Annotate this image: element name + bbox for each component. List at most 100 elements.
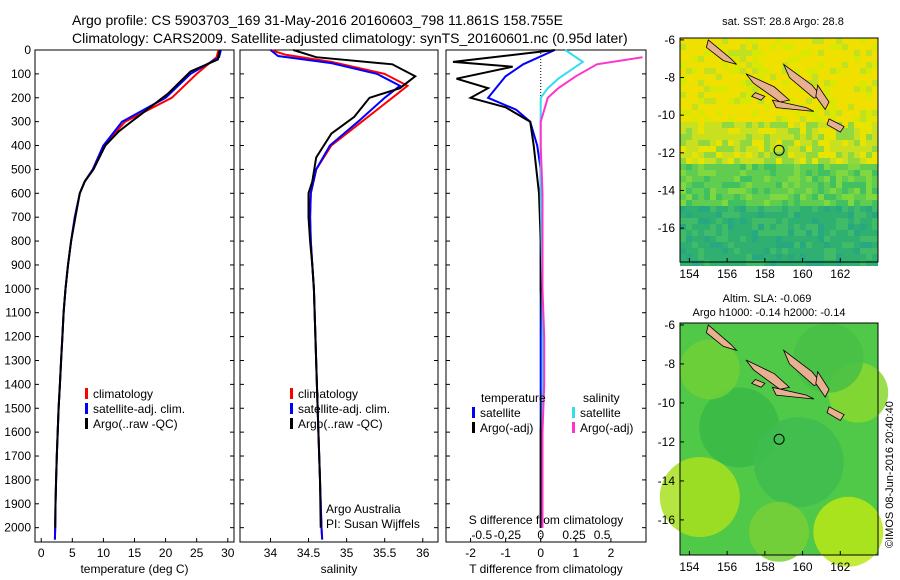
sst-cell bbox=[764, 98, 770, 104]
island-shape bbox=[771, 386, 815, 400]
sst-cell bbox=[818, 236, 824, 242]
sst-cell bbox=[830, 62, 836, 68]
sst-cell bbox=[866, 74, 872, 80]
argo-position-marker bbox=[773, 433, 785, 445]
sst-cell bbox=[698, 206, 704, 212]
sst-cell bbox=[692, 56, 698, 62]
sst-cell bbox=[842, 134, 848, 140]
sst-cell bbox=[776, 212, 782, 218]
sst-cell bbox=[728, 116, 734, 122]
sst-cell bbox=[770, 80, 776, 86]
sst-cell bbox=[860, 38, 866, 44]
sst-cell bbox=[782, 50, 788, 56]
sst-cell bbox=[872, 200, 878, 206]
lat-tick-label: -6 bbox=[664, 33, 675, 47]
sst-cell bbox=[842, 56, 848, 62]
sst-cell bbox=[854, 146, 860, 152]
sst-cell bbox=[770, 116, 776, 122]
sst-cell bbox=[734, 200, 740, 206]
sst-cell bbox=[710, 134, 716, 140]
legend-swatch bbox=[472, 407, 475, 418]
sst-cell bbox=[704, 254, 710, 260]
sst-cell bbox=[710, 62, 716, 68]
sst-cell bbox=[800, 122, 806, 128]
sst-cell bbox=[800, 68, 806, 74]
sst-cell bbox=[806, 212, 812, 218]
sst-cell bbox=[854, 158, 860, 164]
sst-cell bbox=[848, 122, 854, 128]
x-tick-label: 25 bbox=[190, 546, 204, 560]
sst-cell bbox=[824, 242, 830, 248]
sst-cell bbox=[854, 242, 860, 248]
sst-cell bbox=[692, 98, 698, 104]
sst-cell bbox=[698, 128, 704, 134]
sst-cell bbox=[794, 62, 800, 68]
sst-cell bbox=[710, 254, 716, 260]
sst-cell bbox=[872, 158, 878, 164]
sst-cell bbox=[686, 140, 692, 146]
sst-cell bbox=[842, 110, 848, 116]
s-diff-label: S difference from climatology bbox=[469, 513, 624, 527]
sst-cell bbox=[734, 68, 740, 74]
sst-cell bbox=[836, 182, 842, 188]
sst-cell bbox=[758, 104, 764, 110]
sst-cell bbox=[860, 218, 866, 224]
sst-cell bbox=[746, 50, 752, 56]
sst-cell bbox=[746, 38, 752, 44]
sst-cell bbox=[710, 104, 716, 110]
sst-cell bbox=[722, 62, 728, 68]
sst-cell bbox=[854, 260, 860, 266]
x-tick-label: 10 bbox=[97, 546, 111, 560]
sst-cell bbox=[716, 206, 722, 212]
sst-cell bbox=[806, 74, 812, 80]
sst-cell bbox=[716, 134, 722, 140]
sst-cell bbox=[746, 164, 752, 170]
sst-cell bbox=[758, 62, 764, 68]
sst-cell bbox=[728, 104, 734, 110]
sst-cell bbox=[824, 44, 830, 50]
sst-cell bbox=[818, 152, 824, 158]
sst-cell bbox=[710, 122, 716, 128]
sst-cell bbox=[758, 170, 764, 176]
sst-cell bbox=[728, 62, 734, 68]
series-line-3 bbox=[293, 49, 418, 528]
sst-cell bbox=[746, 104, 752, 110]
sst-cell bbox=[680, 236, 686, 242]
sst-cell bbox=[812, 236, 818, 242]
sst-cell bbox=[848, 38, 854, 44]
sst-cell bbox=[836, 56, 842, 62]
sst-cell bbox=[680, 50, 686, 56]
sst-cell bbox=[824, 170, 830, 176]
sst-cell bbox=[752, 212, 758, 218]
sst-cell bbox=[746, 110, 752, 116]
sst-cell bbox=[680, 176, 686, 182]
sst-cell bbox=[752, 110, 758, 116]
sst-cell bbox=[686, 146, 692, 152]
sst-cell bbox=[872, 86, 878, 92]
sst-cell bbox=[770, 152, 776, 158]
sst-cell bbox=[734, 38, 740, 44]
legend-label: climatology bbox=[93, 387, 153, 401]
sst-cell bbox=[734, 134, 740, 140]
sst-cell bbox=[848, 62, 854, 68]
sst-cell bbox=[788, 218, 794, 224]
sst-cell bbox=[788, 152, 794, 158]
sst-cell bbox=[824, 206, 830, 212]
sst-cell bbox=[704, 206, 710, 212]
sst-cell bbox=[806, 236, 812, 242]
sst-cell bbox=[752, 74, 758, 80]
sst-cell bbox=[734, 176, 740, 182]
lat-tick-label: -16 bbox=[658, 513, 676, 527]
sst-cell bbox=[860, 260, 866, 266]
x-tick-label: 34 bbox=[264, 546, 278, 560]
sst-cell bbox=[842, 242, 848, 248]
sst-cell bbox=[680, 74, 686, 80]
sst-cell bbox=[842, 188, 848, 194]
sst-cell bbox=[698, 248, 704, 254]
sst-cell bbox=[848, 98, 854, 104]
sst-cell bbox=[704, 188, 710, 194]
sst-cell bbox=[836, 164, 842, 170]
sst-cell bbox=[872, 116, 878, 122]
sst-cell bbox=[866, 50, 872, 56]
sst-cell bbox=[860, 164, 866, 170]
